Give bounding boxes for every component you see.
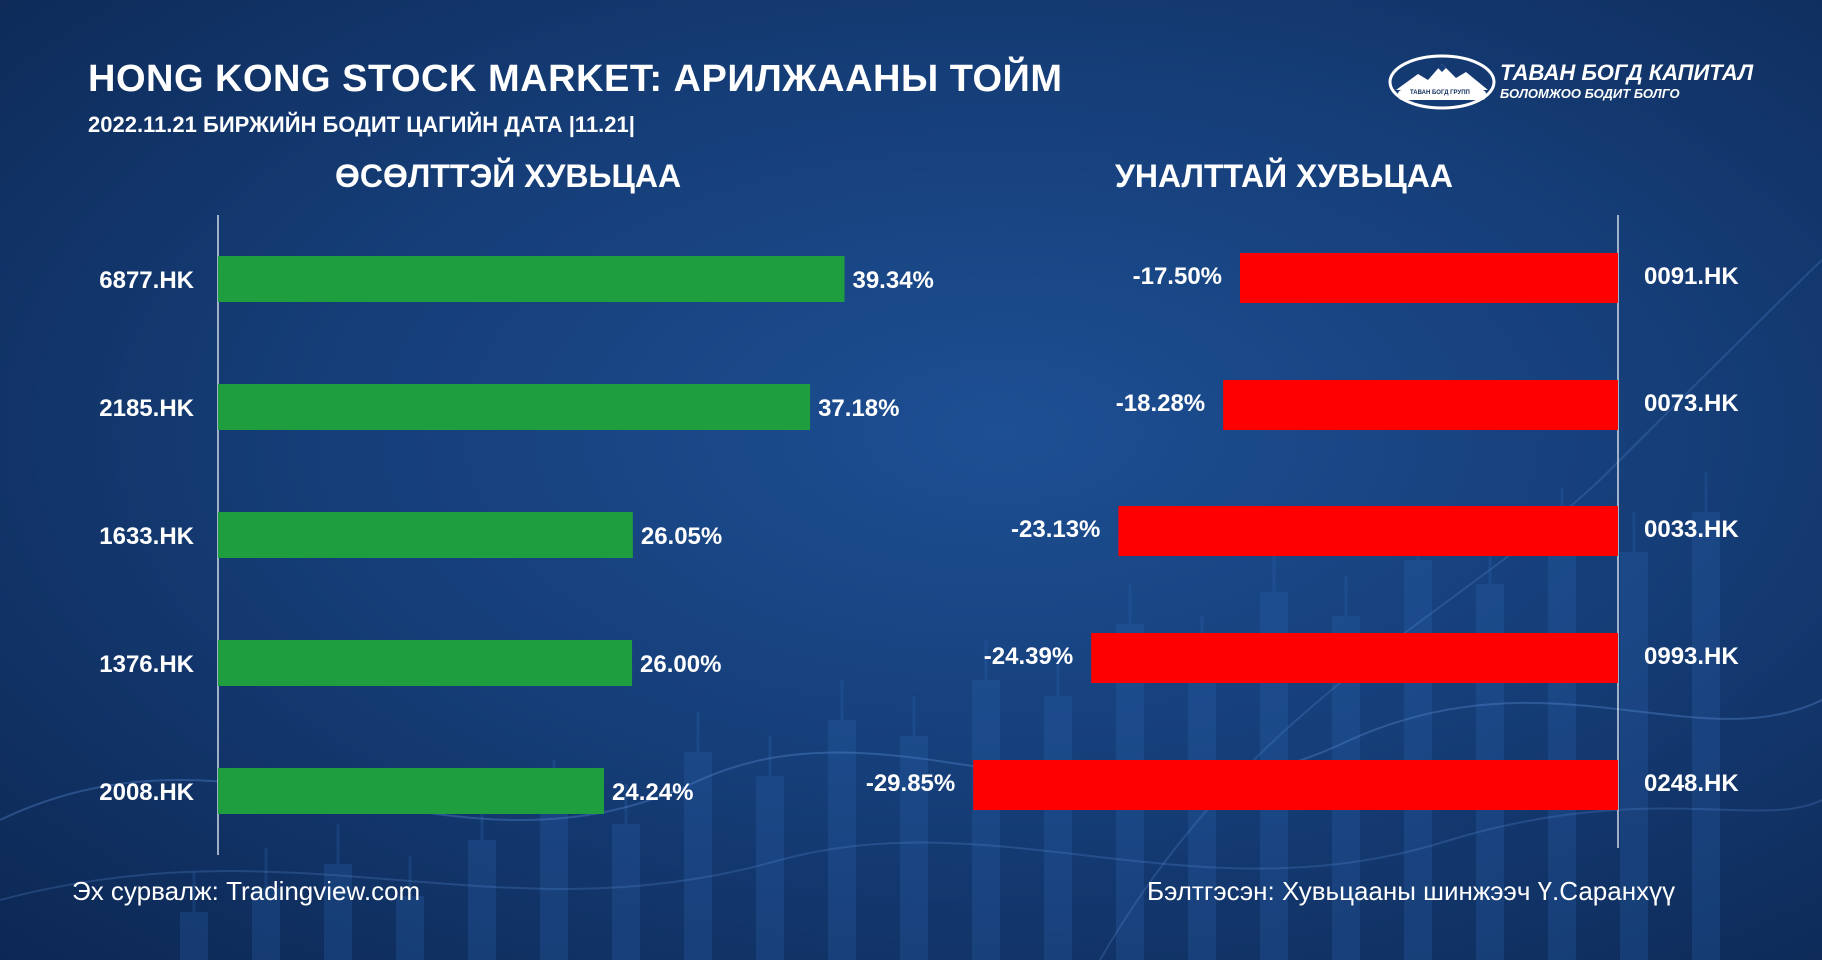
gain-value-label: 24.24%: [612, 779, 693, 806]
loss-category-label: 0073.HK: [1644, 390, 1739, 417]
gain-value-label: 39.34%: [852, 267, 933, 294]
company-logo: ТАВАН БОГД ГРУПП ТАВАН БОГД КАПИТАЛ БОЛО…: [1388, 54, 1753, 110]
gain-bar: [218, 256, 845, 302]
loss-bar: [1118, 506, 1618, 556]
loss-category-label: 0091.HK: [1644, 263, 1739, 290]
page-title: HONG KONG STOCK MARKET: АРИЛЖААНЫ ТОЙМ: [88, 58, 1063, 100]
loss-value-label: -18.28%: [1116, 390, 1205, 417]
gain-category-label: 2185.HK: [99, 395, 194, 422]
loss-category-label: 0033.HK: [1644, 516, 1739, 543]
gain-value-label: 37.18%: [818, 395, 899, 422]
loss-value-label: -23.13%: [1011, 516, 1100, 543]
source-note: Эх сурвалж: Tradingview.com: [72, 876, 421, 906]
gain-value-label: 26.05%: [641, 523, 722, 550]
gainers-title: ӨСӨЛТТЭЙ ХУВЬЦАА: [335, 158, 682, 194]
gain-category-label: 2008.HK: [99, 779, 194, 806]
loss-bar: [973, 760, 1618, 810]
gain-category-label: 6877.HK: [99, 267, 194, 294]
loss-bar: [1223, 380, 1618, 430]
gain-bar: [218, 384, 811, 430]
loss-bar: [1091, 633, 1618, 683]
loss-bar: [1240, 253, 1618, 303]
author-note: Бэлтгэсэн: Хувьцааны шинжээч Ү.Саранхүү: [1147, 876, 1676, 906]
gain-bar: [218, 640, 633, 686]
loss-value-label: -24.39%: [984, 643, 1073, 670]
page-subtitle: 2022.11.21 БИРЖИЙН БОДИТ ЦАГИЙН ДАТА |11…: [88, 112, 635, 137]
logo-name: ТАВАН БОГД КАПИТАЛ: [1500, 60, 1754, 85]
gain-value-label: 26.00%: [640, 651, 721, 678]
losers-title: УНАЛТТАЙ ХУВЬЦАА: [1115, 158, 1453, 194]
loss-value-label: -29.85%: [866, 770, 955, 797]
gain-category-label: 1633.HK: [99, 523, 194, 550]
mountain-logo-icon: [1388, 54, 1496, 110]
gain-bar: [218, 512, 633, 558]
loss-category-label: 0993.HK: [1644, 643, 1739, 670]
logo-tagline: БОЛОМЖОО БОДИТ БОЛГО: [1500, 86, 1680, 101]
loss-value-label: -17.50%: [1133, 263, 1222, 290]
gain-bar: [218, 768, 605, 814]
logo-small-text: ТАВАН БОГД ГРУПП: [1410, 90, 1470, 96]
gain-category-label: 1376.HK: [99, 651, 194, 678]
loss-category-label: 0248.HK: [1644, 770, 1739, 797]
